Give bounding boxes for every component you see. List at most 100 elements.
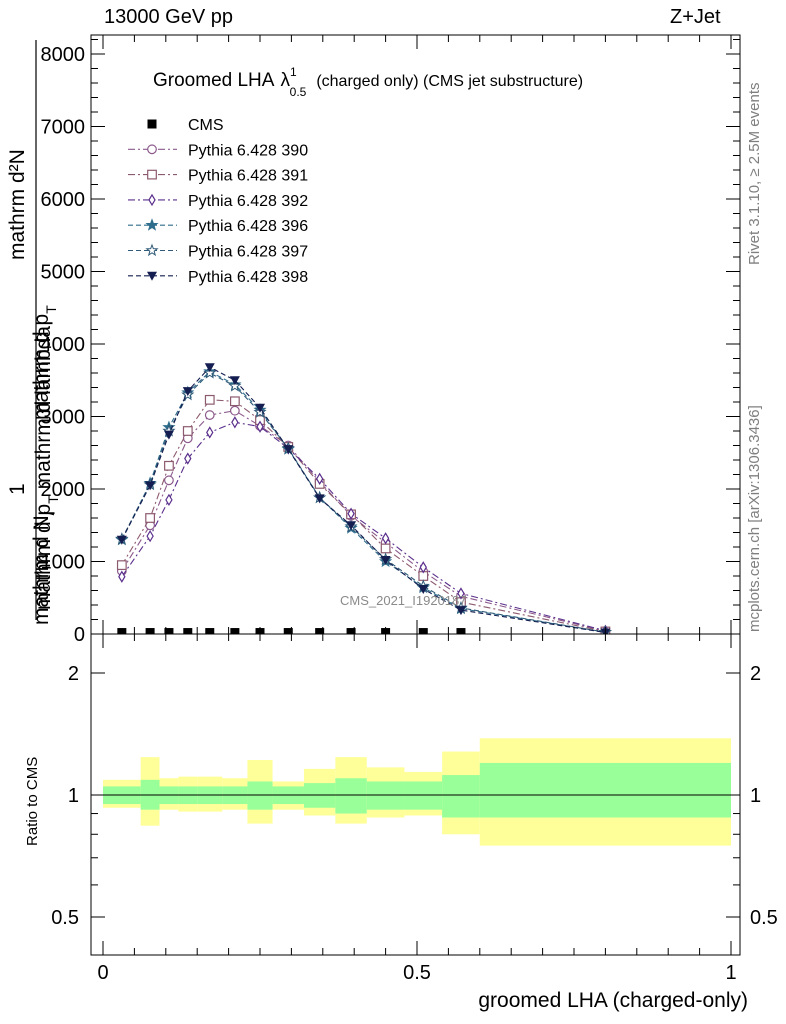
- legend-item: Pythia 6.428 396: [128, 218, 308, 235]
- svg-text:mathrm d pT mathrm d lambda: mathrm d pT mathrm d lambda: [32, 326, 61, 610]
- x-axis-label: groomed LHA (charged-only): [478, 989, 748, 1012]
- title-sub: 0.5: [290, 85, 307, 99]
- series-point: [182, 426, 193, 436]
- svg-text:1: 1: [6, 483, 29, 495]
- data-point: [230, 628, 240, 634]
- ratio-tick-label-right: 0.5: [750, 907, 778, 929]
- ratio-band-inner: [247, 781, 273, 810]
- series-point: [206, 426, 214, 439]
- series-point: [204, 363, 215, 373]
- series-point: [419, 561, 427, 574]
- y-tick-label: 7000: [41, 117, 86, 139]
- watermark: CMS_2021_I1920187: [340, 593, 467, 608]
- y-axis-label: mathrm d²N mathrm d pT mathrm d lambda 1…: [6, 40, 61, 625]
- y-tick-label: 6000: [41, 189, 86, 211]
- series-point: [347, 507, 355, 520]
- series-point: [418, 585, 429, 595]
- data-point: [418, 628, 428, 634]
- y-tick-label: 8000: [41, 44, 86, 66]
- series-point: [381, 532, 390, 545]
- data-point: [164, 628, 174, 634]
- series-point: [457, 587, 465, 600]
- y-tick-label: 4000: [41, 334, 86, 356]
- data-point: [205, 628, 215, 634]
- ylabel-num: 1: [6, 483, 29, 495]
- ylabel-den-right-sub: T: [43, 305, 59, 314]
- ratio-tick-label-right: 1: [750, 785, 761, 807]
- x-tick-label: 0.5: [403, 962, 431, 984]
- ylabel-den-right: mathrm d p: [30, 314, 53, 420]
- ylabel-frac-den-sub: T: [45, 495, 61, 504]
- ratio-tick-label-left: 2: [68, 663, 79, 685]
- series-point: [116, 535, 127, 545]
- chart-title: Groomed LHA λ1 0.5 (charged only) (CMS jet …: [153, 65, 583, 99]
- series-point: [164, 460, 174, 471]
- series-point: [255, 403, 265, 413]
- legend-label: CMS: [188, 117, 224, 134]
- series-pythia-6-428-398: [116, 363, 611, 634]
- series-point: [145, 513, 156, 523]
- ylabel-frac-num: mathrm d²N: [6, 149, 29, 260]
- ratio-tick-label-right: 2: [750, 663, 761, 685]
- series-point: [182, 387, 193, 397]
- series-point: [163, 430, 174, 440]
- svg-text:mathrm d pT: mathrm d pT: [30, 305, 59, 420]
- series-point: [231, 416, 239, 429]
- series-line: [121, 366, 606, 634]
- svg-text:mathrm d²N: mathrm d²N: [6, 149, 29, 260]
- data-point: [145, 628, 155, 634]
- ylabel-den-sub: /: [41, 511, 57, 515]
- x-tick-label: 0: [97, 962, 108, 984]
- ylabel-den-left: mathrm d N: [30, 515, 53, 625]
- legend-label: Pythia 6.428 397: [188, 244, 308, 261]
- legend-label: Pythia 6.428 392: [188, 193, 308, 210]
- series-point: [380, 543, 391, 554]
- legend-label: Pythia 6.428 390: [188, 142, 308, 159]
- series-point: [165, 493, 173, 507]
- ratio-uncertainty-bands: [91, 738, 740, 846]
- ratio-band-inner: [335, 778, 367, 814]
- legend-marker: [147, 271, 157, 281]
- legend-marker: [148, 193, 156, 207]
- legend-item: Pythia 6.428 390: [128, 142, 308, 159]
- title-rest: (charged only) (CMS jet substructure): [316, 73, 583, 90]
- series-line: [121, 372, 606, 633]
- ratio-band-inner: [442, 775, 480, 818]
- series-point: [229, 405, 240, 416]
- ratio-y-label: Ratio to CMS: [24, 757, 41, 846]
- data-point: [315, 628, 325, 634]
- series-point: [204, 394, 215, 405]
- series-point: [204, 410, 215, 420]
- title-sup: 1: [290, 65, 297, 79]
- svg-text:mathrm d N/: mathrm d N/: [30, 511, 57, 625]
- series-point: [283, 445, 294, 455]
- legend-item: CMS: [147, 117, 224, 134]
- y-tick-label: 1000: [41, 552, 86, 574]
- series-point: [229, 396, 240, 407]
- ylabel-frac-den-b: mathrm d lambda: [32, 326, 55, 496]
- series-line: [121, 421, 606, 632]
- y-tick-label: 5000: [41, 262, 86, 284]
- ylabel-frac-den-a: mathrm d p: [32, 504, 55, 610]
- legend-marker: [145, 218, 159, 231]
- series-point: [203, 366, 217, 379]
- legend-marker: [147, 144, 157, 155]
- series-point: [145, 481, 156, 491]
- series-point: [229, 376, 240, 386]
- series-point: [380, 556, 391, 566]
- series-point: [228, 379, 242, 392]
- ratio-band-inner: [404, 781, 443, 810]
- header-right: Z+Jet: [670, 6, 721, 28]
- data-point: [117, 628, 127, 634]
- series-point: [314, 494, 325, 504]
- y-tick-label: 3000: [41, 407, 86, 429]
- legend-marker: [145, 243, 159, 257]
- series-point: [256, 420, 264, 433]
- series-point: [455, 606, 466, 616]
- legend-item: Pythia 6.428 397: [128, 244, 308, 261]
- legend-label: Pythia 6.428 396: [188, 218, 308, 235]
- legend-item: Pythia 6.428 398: [128, 269, 308, 286]
- data-point: [456, 628, 466, 634]
- series-point: [184, 452, 192, 465]
